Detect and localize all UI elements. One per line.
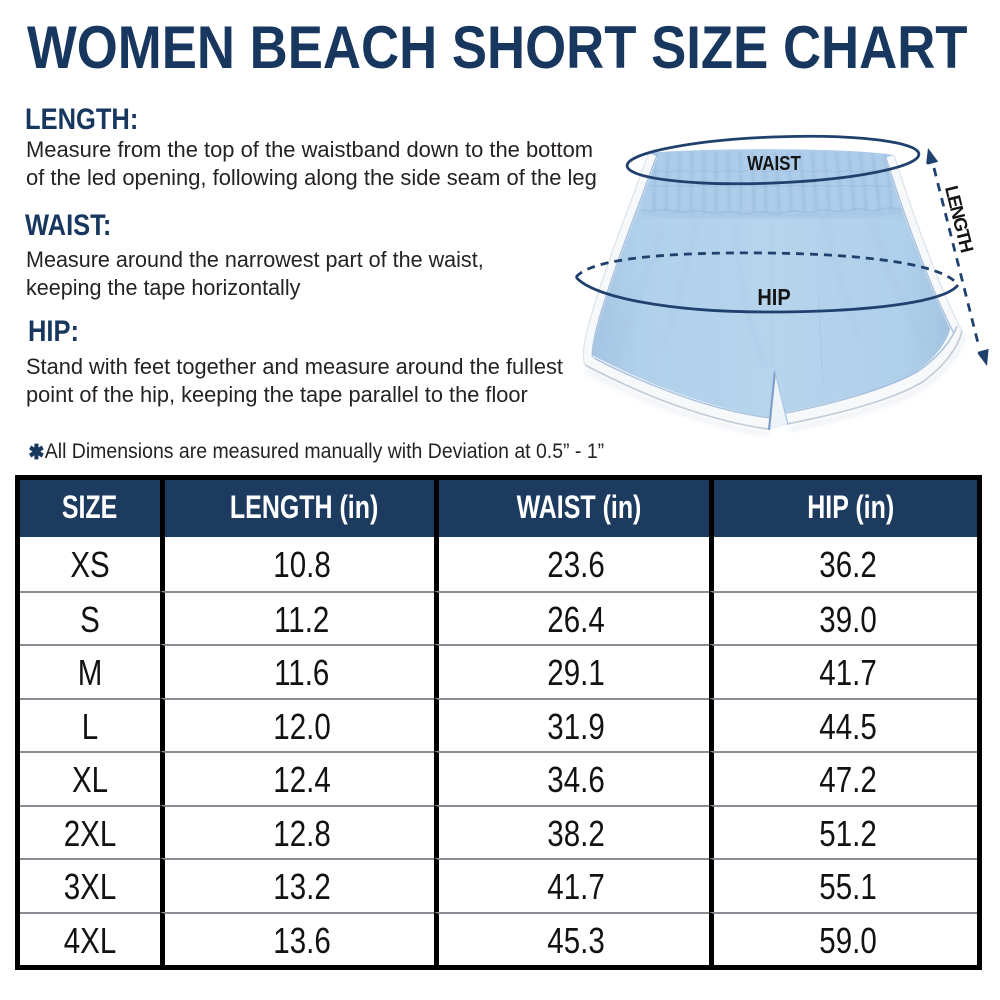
svg-text:WAIST: WAIST: [747, 152, 801, 175]
svg-text:HIP: HIP: [757, 283, 790, 310]
